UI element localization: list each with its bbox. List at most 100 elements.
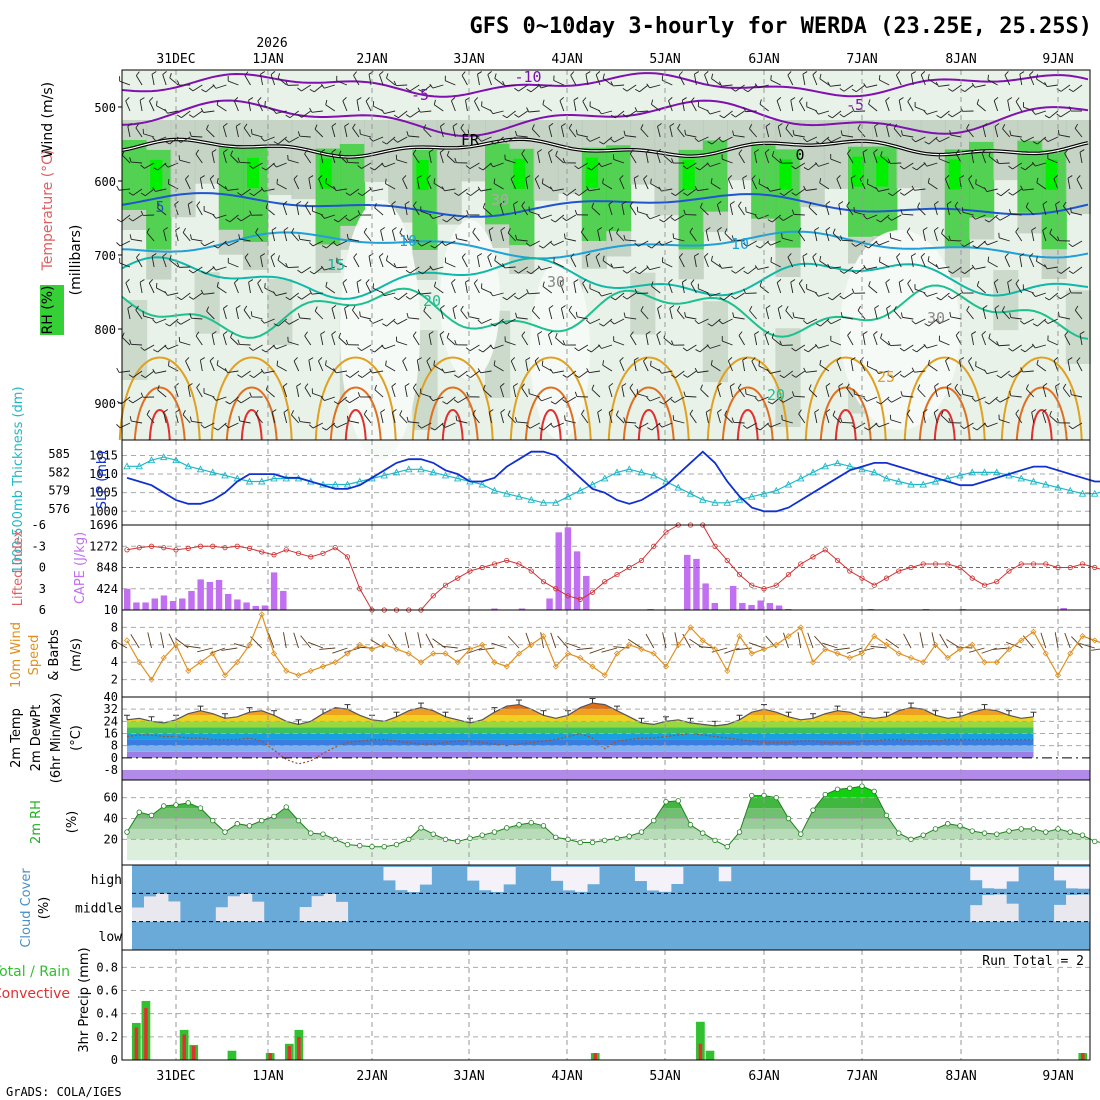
wind-barb bbox=[399, 232, 408, 242]
wind-barb bbox=[709, 344, 721, 349]
wind-barb-flag bbox=[695, 349, 701, 353]
thickness-point bbox=[478, 480, 487, 488]
wind-barb bbox=[802, 256, 806, 268]
li-point bbox=[749, 582, 755, 588]
wind-barb bbox=[559, 282, 565, 294]
wind-barb-flag bbox=[216, 281, 219, 287]
li-point bbox=[295, 550, 302, 556]
upper-wind-barbs bbox=[116, 71, 1085, 431]
wind-barb bbox=[764, 334, 770, 346]
wind-barb bbox=[347, 162, 359, 164]
wind-barb-flag bbox=[156, 100, 158, 106]
wind-barb bbox=[746, 240, 757, 247]
wind-barb-flag bbox=[320, 265, 325, 271]
wind-barb-flag bbox=[710, 360, 713, 366]
wind-barb bbox=[999, 237, 1010, 242]
wind-barb-flag bbox=[765, 305, 771, 309]
wind-barb-flag bbox=[125, 97, 130, 102]
wind-barb-flag bbox=[684, 312, 687, 318]
wind-barb bbox=[143, 315, 155, 320]
wind-barb-flag bbox=[174, 201, 179, 205]
wind-barb-flag bbox=[224, 185, 228, 191]
wind-barb bbox=[591, 207, 601, 216]
li-point bbox=[1067, 564, 1073, 571]
wind-barb-flag bbox=[859, 175, 864, 180]
wind-barb bbox=[573, 100, 577, 112]
wind-barb bbox=[336, 240, 348, 247]
wind-barb bbox=[890, 344, 902, 347]
wind-barb-flag bbox=[862, 149, 868, 153]
wind-barb-flag bbox=[169, 73, 172, 79]
wind-barb bbox=[601, 110, 613, 115]
wind-barb-flag bbox=[1019, 253, 1025, 257]
wind-barb bbox=[994, 126, 999, 138]
wind-barb-flag bbox=[580, 227, 585, 233]
surface-wind-barb bbox=[1040, 632, 1047, 649]
wind-barb bbox=[946, 204, 950, 216]
wind-barb-flag bbox=[949, 311, 952, 317]
thickness-point bbox=[515, 492, 523, 500]
wind-barb-flag bbox=[634, 288, 638, 294]
cloud-level-label: low bbox=[99, 930, 123, 945]
wind-barb bbox=[228, 262, 239, 268]
wind-barb-flag bbox=[514, 416, 518, 423]
wind-barb bbox=[372, 188, 384, 192]
wind-barb-flag bbox=[555, 332, 558, 338]
wind-barb-flag bbox=[694, 367, 698, 373]
wind-barb-flag bbox=[993, 279, 999, 283]
wind-barb-flag bbox=[982, 305, 988, 309]
cape-bar bbox=[224, 593, 232, 610]
wind-barb bbox=[637, 110, 649, 113]
bottom-date-label: 31DEC bbox=[156, 1069, 195, 1084]
wind-barb-flag bbox=[847, 149, 851, 154]
wind-barb bbox=[421, 240, 432, 247]
wind-barb-flag bbox=[792, 130, 795, 136]
wind-barb bbox=[589, 370, 601, 374]
wind-barb-flag bbox=[510, 175, 515, 180]
wind-barb bbox=[312, 240, 324, 247]
wind-barb-flag bbox=[357, 347, 362, 351]
wind-barb bbox=[156, 287, 167, 294]
wind-barb-flag bbox=[671, 340, 674, 346]
wind-barb bbox=[1047, 158, 1059, 164]
wind-barb-flag bbox=[971, 82, 976, 88]
wind-barb bbox=[482, 344, 492, 353]
high-cloud-gap bbox=[646, 867, 660, 891]
wind-barb bbox=[595, 74, 601, 86]
wind-barb-flag bbox=[727, 175, 733, 180]
wind-barb-flag bbox=[175, 227, 180, 231]
contour-25 bbox=[210, 356, 293, 441]
wind-barb bbox=[727, 178, 733, 190]
wind-barb bbox=[993, 100, 999, 112]
high-cloud-gap bbox=[1078, 867, 1091, 889]
wind-barb-flag bbox=[363, 409, 368, 415]
bottom-date-label: 3JAN bbox=[453, 1069, 484, 1084]
surface-wind-barb bbox=[822, 642, 838, 649]
wind-barb-flag bbox=[460, 305, 464, 311]
wind-barb-flag bbox=[176, 139, 182, 143]
wind-barb-flag bbox=[562, 158, 566, 164]
precip-frame bbox=[121, 949, 1091, 1061]
cape-bar bbox=[775, 605, 783, 610]
wind-barb-flag bbox=[200, 289, 204, 295]
wind-barb-flag bbox=[832, 228, 836, 234]
wind-barb bbox=[698, 288, 709, 294]
wind-barb bbox=[1023, 288, 1034, 294]
wind-speed-point bbox=[797, 624, 804, 631]
wind-barb bbox=[952, 266, 962, 274]
wind-barb bbox=[135, 309, 143, 320]
wind-barb bbox=[663, 214, 673, 223]
thickness-point bbox=[919, 480, 928, 488]
wind-barb-flag bbox=[440, 305, 445, 309]
wind-barb-flag bbox=[331, 331, 336, 335]
temp-band bbox=[127, 703, 1034, 710]
wind-barb-flag bbox=[514, 295, 519, 300]
wind-barb bbox=[271, 412, 276, 424]
wind-barb bbox=[836, 178, 842, 190]
wind-speed-point bbox=[319, 663, 327, 670]
wind-barb-flag bbox=[582, 279, 587, 284]
li-point bbox=[969, 575, 975, 581]
wind-barb bbox=[657, 126, 661, 138]
wind-barb-flag bbox=[1044, 297, 1050, 301]
cape-tick: 1696 bbox=[89, 518, 118, 532]
